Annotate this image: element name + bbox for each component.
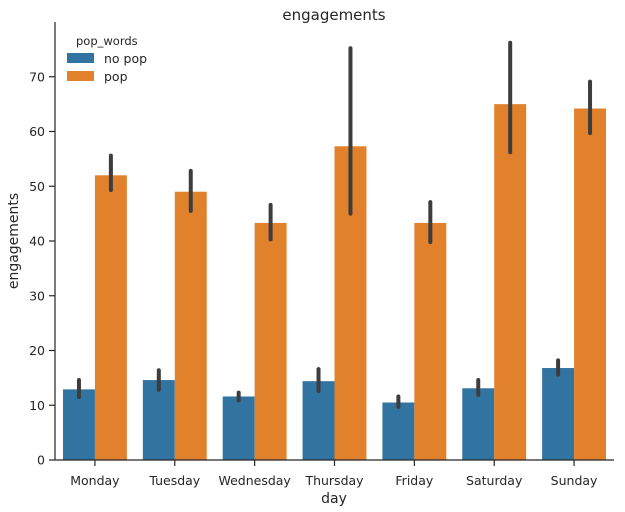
legend-label-pop: pop — [104, 69, 128, 84]
y-tick-label: 20 — [29, 343, 45, 358]
x-tick-label-saturday: Saturday — [466, 473, 523, 488]
legend-title: pop_words — [76, 34, 138, 48]
bar-no-pop-tuesday — [142, 380, 175, 460]
legend-label-no-pop: no pop — [104, 51, 147, 66]
y-tick-label: 70 — [29, 69, 45, 84]
bar-no-pop-friday — [382, 402, 415, 460]
bar-no-pop-thursday — [302, 381, 335, 460]
y-axis-label: engagements — [6, 193, 22, 289]
y-tick-label: 10 — [29, 398, 45, 413]
bar-no-pop-wednesday — [222, 396, 255, 460]
bar-no-pop-saturday — [462, 388, 495, 460]
y-tick-label: 50 — [29, 179, 45, 194]
bar-pop-tuesday — [174, 191, 207, 460]
y-tick-label: 30 — [29, 288, 45, 303]
x-axis-label: day — [321, 491, 347, 507]
y-tick-label: 60 — [29, 124, 45, 139]
x-tick-label-wednesday: Wednesday — [218, 473, 291, 488]
legend: pop_words no pop pop — [67, 34, 147, 84]
legend-swatch-pop — [67, 71, 94, 81]
chart-title: engagements — [282, 6, 385, 24]
bar-pop-friday — [414, 222, 447, 460]
bars-group — [62, 104, 607, 461]
x-tick-label-tuesday: Tuesday — [148, 473, 200, 488]
y-ticks-group: 0 10 20 30 40 50 60 70 — [29, 69, 55, 468]
bar-no-pop-monday — [62, 389, 95, 460]
bar-pop-monday — [94, 175, 127, 461]
x-tick-label-monday: Monday — [70, 473, 120, 488]
y-tick-label: 0 — [37, 453, 45, 468]
bar-pop-saturday — [494, 104, 527, 461]
bar-pop-wednesday — [254, 222, 287, 460]
error-bars-group — [76, 40, 593, 409]
x-tick-label-sunday: Sunday — [551, 473, 598, 488]
bar-pop-sunday — [574, 108, 607, 460]
legend-swatch-no-pop — [67, 53, 94, 63]
bar-no-pop-sunday — [542, 368, 575, 460]
x-tick-label-thursday: Thursday — [304, 473, 364, 488]
x-ticks-group: Monday Tuesday Wednesday Thursday Friday Satu… — [70, 460, 598, 488]
x-tick-label-friday: Friday — [395, 473, 433, 488]
y-tick-label: 40 — [29, 234, 45, 249]
